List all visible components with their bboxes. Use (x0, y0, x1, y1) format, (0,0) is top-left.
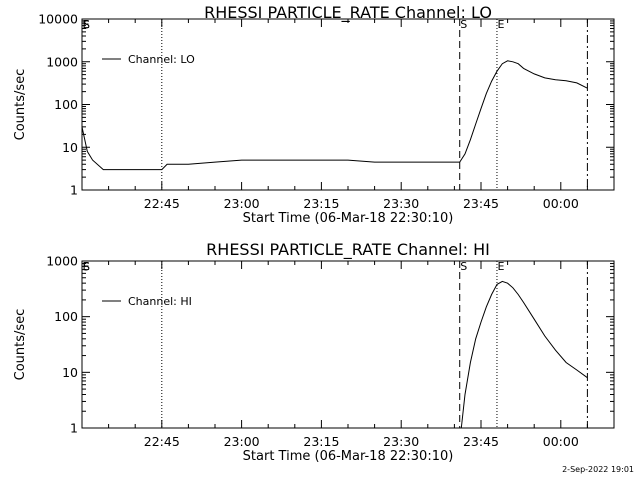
marker-label: S (460, 18, 467, 31)
legend-label: Channel: LO (128, 53, 195, 66)
x-tick-label: 22:45 (144, 196, 180, 211)
y-axis-label: Counts/sec (13, 309, 28, 381)
y-tick-label: 10 (62, 365, 78, 380)
plot-frame (81, 18, 615, 191)
chart-panel-1: RHESSI PARTICLE_RATE Channel: LO10000100… (13, 3, 615, 226)
y-tick-label: 100 (54, 309, 78, 324)
series-line (81, 60, 588, 171)
x-tick-label: 23:15 (303, 196, 339, 211)
chart-title: RHESSI PARTICLE_RATE Channel: LO (204, 3, 492, 23)
x-tick-label: 23:30 (383, 196, 419, 211)
x-tick-label: 23:15 (303, 434, 339, 449)
x-tick-label: 23:45 (463, 196, 499, 211)
y-tick-label: 10000 (38, 12, 78, 27)
x-tick-label: 00:00 (543, 434, 579, 449)
y-tick-label: 1 (70, 421, 78, 436)
marker-label: S (83, 19, 90, 32)
marker-label: E (497, 260, 504, 273)
marker-label: E (497, 18, 504, 31)
legend-label: Channel: HI (128, 295, 192, 308)
marker-label: S (460, 260, 467, 273)
y-tick-label: 1000 (46, 254, 78, 269)
y-axis-label: Counts/sec (13, 69, 28, 141)
y-tick-label: 1 (70, 183, 78, 198)
x-axis-label: Start Time (06-Mar-18 22:30:10) (243, 211, 454, 226)
y-tick-label: 10 (62, 140, 78, 155)
x-tick-label: 23:45 (463, 434, 499, 449)
marker-label: S (83, 261, 90, 274)
x-tick-label: 00:00 (543, 196, 579, 211)
x-tick-label: 23:00 (224, 434, 260, 449)
print-timestamp: 2-Sep-2022 19:01 (562, 465, 634, 474)
y-tick-label: 1000 (46, 54, 78, 69)
chart-title: RHESSI PARTICLE_RATE Channel: HI (206, 240, 490, 260)
x-tick-label: 23:00 (224, 196, 260, 211)
marker-label: E (83, 18, 90, 31)
x-tick-label: 22:45 (144, 434, 180, 449)
y-tick-label: 100 (54, 97, 78, 112)
series-line (460, 280, 588, 429)
marker-label: E (83, 260, 90, 273)
x-tick-label: 23:30 (383, 434, 419, 449)
chart-panel-2: RHESSI PARTICLE_RATE Channel: HI 1000 100 1… (13, 240, 615, 464)
x-axis-label: Start Time (06-Mar-18 22:30:10) (243, 449, 454, 464)
